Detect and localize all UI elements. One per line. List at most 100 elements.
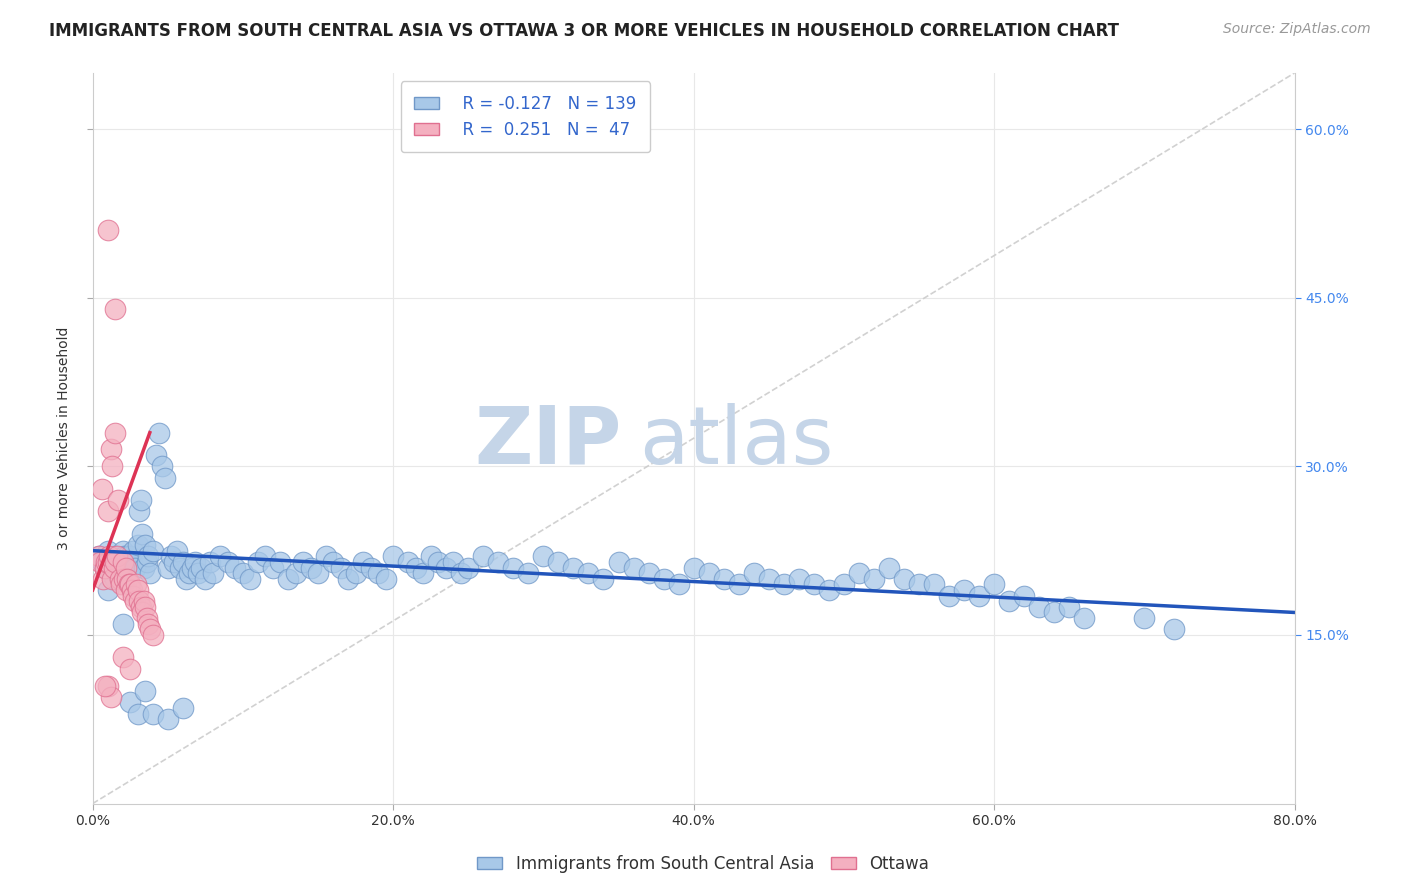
Point bbox=[111, 555, 134, 569]
Point bbox=[239, 572, 262, 586]
Point bbox=[120, 662, 142, 676]
Point bbox=[122, 589, 145, 603]
Point bbox=[135, 611, 157, 625]
Point bbox=[562, 560, 585, 574]
Point bbox=[112, 572, 135, 586]
Point bbox=[110, 560, 132, 574]
Point bbox=[132, 594, 155, 608]
Point bbox=[578, 566, 600, 581]
Point bbox=[129, 493, 152, 508]
Point bbox=[127, 582, 149, 597]
Point bbox=[1057, 599, 1080, 614]
Point bbox=[120, 577, 142, 591]
Point bbox=[877, 560, 900, 574]
Point bbox=[967, 589, 990, 603]
Point bbox=[128, 504, 150, 518]
Point bbox=[246, 555, 269, 569]
Point bbox=[134, 599, 156, 614]
Point bbox=[367, 566, 389, 581]
Point bbox=[93, 560, 115, 574]
Point bbox=[97, 223, 120, 237]
Point bbox=[107, 493, 129, 508]
Point bbox=[187, 566, 209, 581]
Point bbox=[299, 560, 322, 574]
Point bbox=[139, 566, 162, 581]
Point bbox=[682, 560, 704, 574]
Point bbox=[120, 560, 142, 574]
Point bbox=[742, 566, 765, 581]
Point bbox=[148, 425, 170, 440]
Point bbox=[441, 555, 464, 569]
Point bbox=[96, 555, 118, 569]
Point bbox=[90, 555, 112, 569]
Point bbox=[135, 555, 157, 569]
Point bbox=[127, 538, 149, 552]
Point bbox=[142, 628, 165, 642]
Point bbox=[121, 555, 143, 569]
Point bbox=[772, 577, 794, 591]
Point bbox=[156, 560, 179, 574]
Point bbox=[117, 572, 139, 586]
Point bbox=[908, 577, 931, 591]
Point bbox=[486, 555, 509, 569]
Point bbox=[93, 679, 115, 693]
Point bbox=[100, 566, 122, 581]
Point bbox=[194, 572, 217, 586]
Point bbox=[472, 549, 495, 564]
Point bbox=[277, 572, 299, 586]
Point bbox=[131, 606, 153, 620]
Point bbox=[134, 538, 156, 552]
Point bbox=[315, 549, 337, 564]
Point bbox=[1073, 611, 1095, 625]
Point bbox=[863, 572, 886, 586]
Point bbox=[104, 425, 127, 440]
Point bbox=[150, 459, 173, 474]
Point bbox=[592, 572, 614, 586]
Text: Source: ZipAtlas.com: Source: ZipAtlas.com bbox=[1223, 22, 1371, 37]
Point bbox=[114, 560, 136, 574]
Point bbox=[419, 549, 441, 564]
Point bbox=[142, 543, 165, 558]
Point bbox=[97, 543, 120, 558]
Point bbox=[131, 526, 153, 541]
Point bbox=[382, 549, 405, 564]
Point bbox=[163, 555, 186, 569]
Point bbox=[174, 572, 197, 586]
Point bbox=[713, 572, 735, 586]
Point bbox=[1043, 606, 1066, 620]
Point bbox=[396, 555, 419, 569]
Point bbox=[180, 560, 202, 574]
Point bbox=[352, 555, 374, 569]
Point bbox=[104, 301, 127, 316]
Point bbox=[337, 572, 360, 586]
Point bbox=[269, 555, 291, 569]
Point bbox=[292, 555, 315, 569]
Point bbox=[114, 555, 136, 569]
Point bbox=[129, 599, 152, 614]
Point bbox=[100, 690, 122, 704]
Point bbox=[132, 560, 155, 574]
Text: IMMIGRANTS FROM SOUTH CENTRAL ASIA VS OTTAWA 3 OR MORE VEHICLES IN HOUSEHOLD COR: IMMIGRANTS FROM SOUTH CENTRAL ASIA VS OT… bbox=[49, 22, 1119, 40]
Point bbox=[607, 555, 630, 569]
Point bbox=[153, 470, 176, 484]
Point bbox=[101, 459, 124, 474]
Point bbox=[412, 566, 434, 581]
Legend: Immigrants from South Central Asia, Ottawa: Immigrants from South Central Asia, Otta… bbox=[471, 848, 935, 880]
Point bbox=[201, 566, 224, 581]
Point bbox=[125, 577, 148, 591]
Point bbox=[457, 560, 479, 574]
Point bbox=[101, 560, 124, 574]
Point bbox=[142, 706, 165, 721]
Point bbox=[224, 560, 246, 574]
Point bbox=[758, 572, 780, 586]
Point bbox=[307, 566, 329, 581]
Point bbox=[91, 572, 114, 586]
Point bbox=[531, 549, 554, 564]
Point bbox=[98, 549, 121, 564]
Point bbox=[727, 577, 749, 591]
Point bbox=[848, 566, 870, 581]
Point bbox=[145, 448, 167, 462]
Point bbox=[114, 582, 136, 597]
Point bbox=[118, 577, 141, 591]
Point bbox=[787, 572, 810, 586]
